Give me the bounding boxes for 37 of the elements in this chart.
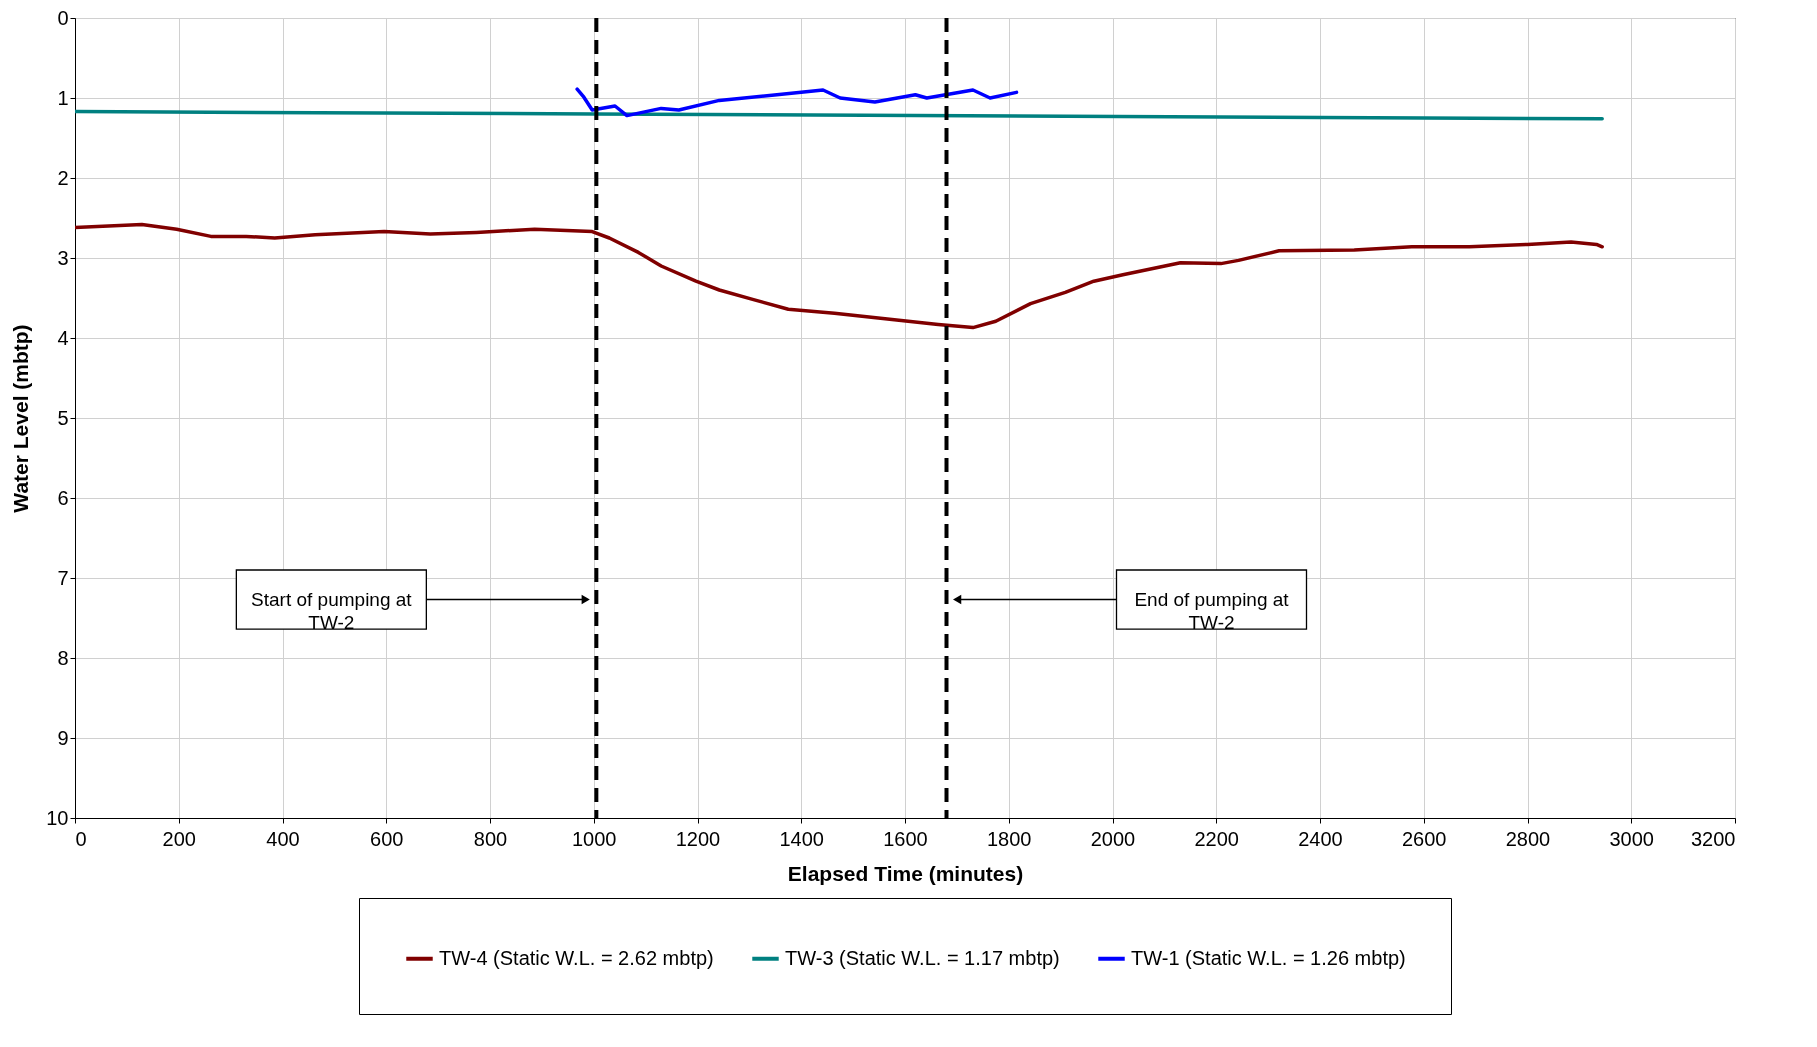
x-tick-label: 1000 xyxy=(572,827,617,850)
legend-label: TW-1 (Static W.L. = 1.26 mbtp) xyxy=(1131,946,1406,969)
legend-label: TW-4 (Static W.L. = 2.62 mbtp) xyxy=(439,946,714,969)
x-axis-title: Elapsed Time (minutes) xyxy=(787,861,1024,885)
x-tick-label: 1400 xyxy=(779,827,824,850)
x-tick-label: 1800 xyxy=(987,827,1032,850)
x-tick-label: 2600 xyxy=(1402,827,1447,850)
x-tick-label: 2800 xyxy=(1505,827,1551,850)
y-tick-label: 1 xyxy=(57,86,69,109)
x-tick-label: 3000 xyxy=(1609,827,1654,850)
y-axis-title: Water Level (mbtp) xyxy=(9,324,33,513)
x-tick-label: 400 xyxy=(266,827,300,850)
x-tick-label: 1600 xyxy=(883,827,928,850)
x-tick-label: 2000 xyxy=(1090,827,1136,850)
y-tick-label: 8 xyxy=(57,646,69,669)
y-tick-label: 10 xyxy=(46,806,69,829)
x-tick-label: 800 xyxy=(473,827,508,850)
x-tick-label: 1200 xyxy=(675,827,721,850)
line-series xyxy=(575,87,1019,118)
y-tick-label: 0 xyxy=(57,6,69,29)
x-tick-label: 600 xyxy=(370,827,404,850)
line-series xyxy=(75,222,1604,330)
annotation: End of pumping at TW-2 xyxy=(1134,588,1290,633)
x-tick-label: 0 xyxy=(75,827,87,850)
x-tick-label: 3200 xyxy=(1691,827,1736,850)
x-tick-label: 200 xyxy=(162,827,196,850)
y-tick-label: 4 xyxy=(57,326,69,349)
y-tick-label: 9 xyxy=(57,726,69,749)
y-tick-label: 7 xyxy=(57,566,69,589)
annotation: Start of pumping at TW-2 xyxy=(251,588,413,633)
y-tick-label: 5 xyxy=(57,406,69,429)
x-tick-label: 2400 xyxy=(1298,827,1343,850)
legend-label: TW-3 (Static W.L. = 1.17 mbtp) xyxy=(785,946,1060,969)
y-tick-label: 6 xyxy=(57,486,69,509)
y-tick-label: 2 xyxy=(57,166,69,189)
y-tick-label: 3 xyxy=(57,246,69,269)
x-tick-label: 2200 xyxy=(1194,827,1239,850)
